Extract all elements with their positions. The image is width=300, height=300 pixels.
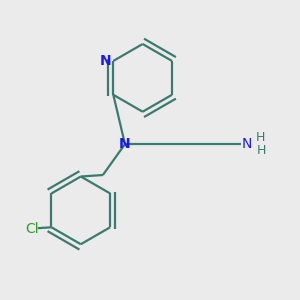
Text: H: H <box>257 144 266 157</box>
Text: N: N <box>241 137 252 151</box>
Text: N: N <box>119 137 131 151</box>
Text: H: H <box>256 131 266 144</box>
Text: Cl: Cl <box>26 222 39 236</box>
Text: N: N <box>99 54 111 68</box>
